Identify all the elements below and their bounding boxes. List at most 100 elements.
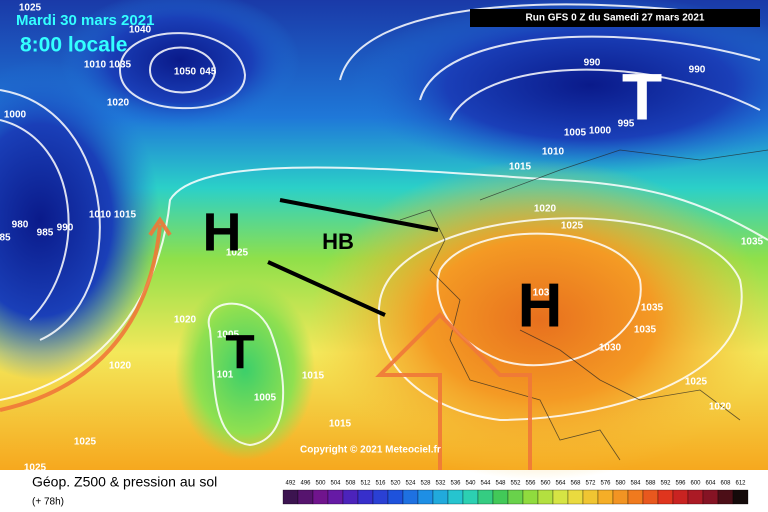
valid-time: 8:00 locale [20,34,127,57]
scale-swatch [312,489,329,505]
scale-label: 588 [645,481,656,487]
scale-swatch [717,489,734,505]
isobar-label: 1005 [217,330,240,341]
scale-swatch [567,489,584,505]
scale-label: 592 [660,481,671,487]
scale-swatch [642,489,659,505]
isobar-label: 1025 [226,248,249,259]
isobar-label: 1025 [19,3,42,14]
valid-date: Mardi 30 mars 2021 [16,12,154,29]
isobar-label: 101 [217,370,234,381]
scale-label: 516 [375,481,386,487]
scale-label: 584 [630,481,641,487]
scale-swatch [432,489,449,505]
scale-label: 612 [735,481,746,487]
scale-label: 600 [690,481,701,487]
isobar-label: 1025 [685,377,708,388]
scale-label: 564 [555,481,566,487]
scale-swatch [282,489,299,505]
scale-swatch [297,489,314,505]
scale-label: 536 [450,481,461,487]
ridge-label: HB [322,229,354,254]
scale-swatch [417,489,434,505]
isobar-label: 1015 [302,371,325,382]
isobar-label: 1020 [709,402,732,413]
scale-swatch [612,489,629,505]
isobar-label: 045 [200,67,217,78]
run-box [470,9,760,27]
isobar-label: 990 [689,65,706,76]
scale-swatch [342,489,359,505]
scale-swatch [582,489,599,505]
scale-swatch [492,489,509,505]
scale-label: 608 [720,481,731,487]
isobar-label: 1005 [564,128,587,139]
scale-label: 556 [525,481,536,487]
scale-label: 576 [600,481,611,487]
scale-swatch [627,489,644,505]
isobar-label: 1025 [74,437,97,448]
scale-label: 572 [585,481,596,487]
low-area [0,60,160,380]
scale-swatch [657,489,674,505]
isobar-label: 1020 [107,98,130,109]
isobar-label: 1035 [641,303,664,314]
isobar-label: 1030 [599,343,622,354]
isobar-label: 990 [57,223,74,234]
isobar-label: 1010 [84,60,107,71]
scale-swatch [447,489,464,505]
coastlines [399,149,768,461]
flow-arrows [0,216,532,470]
isobar-label: 1015 [509,162,532,173]
isobar-label: 1035 [634,325,657,336]
isobar-label: 1020 [109,361,132,372]
copyright: Copyright © 2021 Meteociel.fr [300,445,441,456]
isobar-label: 995 [618,119,635,130]
scale-label: 500 [315,481,326,487]
run-info: Run GFS 0 Z du Samedi 27 mars 2021 [526,13,705,24]
scale-label: 568 [570,481,581,487]
isobar-label: 1010 [89,210,112,221]
scale-label: 560 [540,481,551,487]
scale-label: 496 [300,481,311,487]
isobar-label: 1000 [4,110,27,121]
high-symbol: H [203,202,242,262]
scale-label: 596 [675,481,686,487]
scale-swatch [702,489,719,505]
ridge-line [267,260,386,317]
scale-label: 580 [615,481,626,487]
isobar-label: 1000 [589,126,612,137]
scale-label: 548 [495,481,506,487]
scale-swatch [687,489,704,505]
scale-swatch [522,489,539,505]
isobar-label: 1025 [561,221,584,232]
isobar-label: 990 [584,58,601,69]
scale-label: 508 [345,481,356,487]
color-scale: 492 496 500 504 508 512 516 520 524 528 532 536 540 5… [282,481,749,505]
scale-label: 512 [360,481,371,487]
low-symbol: T [225,327,254,380]
isobar-label: 1040 [129,25,152,36]
isobar-label: 1035 [109,60,132,71]
scale-swatch [672,489,689,505]
low-symbol: T [622,59,662,133]
scale-swatch [402,489,419,505]
scale-swatch [507,489,524,505]
scale-swatch [537,489,554,505]
isobar-label: 980 [12,220,29,231]
scale-swatch [372,489,389,505]
scale-swatch [477,489,494,505]
scale-label: 524 [405,481,416,487]
isobar-label: 1020 [174,315,197,326]
scale-label: 604 [705,481,716,487]
ridge-line [279,198,439,232]
isobar-label: 1035 [741,237,764,248]
scale-label: 540 [465,481,476,487]
isobar-label: 1010 [542,147,565,158]
isobar-label: 85 [0,233,11,244]
scale-label: 504 [330,481,341,487]
scale-swatch [597,489,614,505]
scale-label: 532 [435,481,446,487]
